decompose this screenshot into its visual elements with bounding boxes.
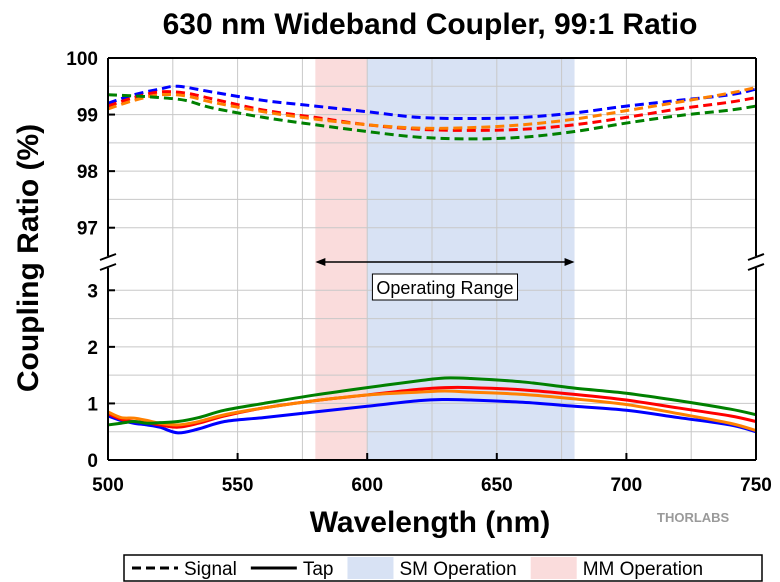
axis-break-mark-1: [747, 253, 765, 261]
tap-series-line-6: [107, 389, 757, 433]
y-tick-label: 97: [77, 219, 98, 240]
x-tick-label: 600: [351, 475, 383, 496]
legend-swatch-mm-operation: [530, 557, 577, 579]
x-tick-label: 750: [740, 475, 772, 496]
y-tick-label: 1: [87, 394, 98, 415]
y-tick-label: 2: [87, 338, 98, 359]
legend-label-sm-operation: SM Operation: [399, 559, 516, 580]
y-tick-label: 3: [87, 281, 98, 302]
legend: Signal Tap SM Operation MM Operation: [123, 554, 763, 582]
axis-break-mark-0: [99, 263, 117, 271]
legend-swatch-sm-operation: [347, 557, 394, 579]
axis-break-gap-0: [100, 257, 116, 267]
tap-series-line-4: [107, 397, 757, 435]
signal-series-line-3: [107, 93, 757, 141]
x-tick-label: 500: [92, 475, 124, 496]
range-arrow-left-head: [315, 258, 326, 266]
legend-label-signal: Signal: [184, 559, 237, 580]
y-tick-label: 99: [77, 106, 98, 127]
range-label: Operating Range: [376, 278, 513, 298]
axis-break-mark-1: [747, 263, 765, 271]
legend-label-tap: Tap: [303, 559, 334, 580]
y-tick-label: 100: [66, 49, 98, 70]
signal-series-line-1: [107, 90, 757, 132]
legend-box: [123, 554, 763, 582]
tap-series-line-7: [107, 376, 757, 427]
plot-frame: [99, 57, 765, 461]
chart-title: 630 nm Wideband Coupler, 99:1 Ratio: [163, 8, 698, 41]
operating-range-annotation: Operating Range: [315, 258, 575, 301]
axis-break-mark-0: [99, 253, 117, 261]
thorlabs-watermark: THORLABS: [657, 510, 730, 525]
x-tick-label: 650: [481, 475, 513, 496]
y-tick-label: 0: [87, 451, 98, 472]
axis-ticks: 500 550 600 650 700 750 97 98 99 100 0 1 2 3: [66, 49, 772, 496]
y-tick-label: 98: [77, 162, 98, 183]
legend-label-mm-operation: MM Operation: [583, 559, 703, 580]
x-tick-label: 550: [222, 475, 254, 496]
range-arrow-right-head: [564, 258, 575, 266]
x-axis-title: Wavelength (nm): [310, 506, 551, 539]
range-label-box: [371, 273, 519, 301]
x-tick-label: 700: [611, 475, 643, 496]
y-axis-title: Coupling Ratio (%): [12, 124, 45, 392]
signal-series-line-2: [107, 85, 757, 130]
data-series: [107, 84, 757, 435]
signal-series-line-0: [107, 84, 757, 121]
axis-break-gap-1: [748, 257, 764, 267]
